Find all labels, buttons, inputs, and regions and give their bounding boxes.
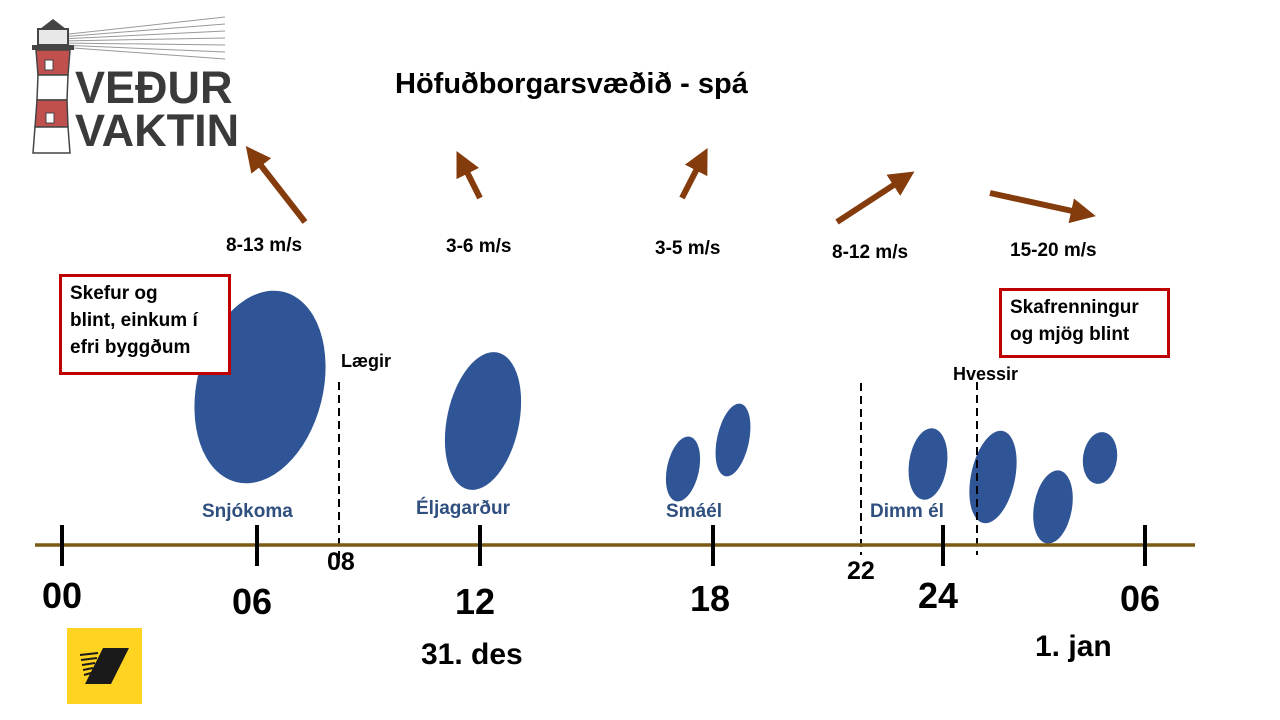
wind-arrow-1 <box>245 146 308 224</box>
hour-label-06: 06 <box>232 581 273 622</box>
calms-label: Lægir <box>341 351 392 371</box>
wind-speed-2: 3-6 m/s <box>446 236 512 257</box>
note-right-line-2: og mjög blint <box>1010 324 1130 345</box>
hour-label-00: 00 <box>42 575 83 616</box>
wind-arrow-4 <box>835 171 915 225</box>
wind-speed-4: 8-12 m/s <box>832 242 909 263</box>
dense-shower-blob-1 <box>908 428 948 500</box>
condition-dense-showers: Dimm él <box>870 501 944 522</box>
small-shower-blob-2 <box>715 403 751 477</box>
small-shower-blob-1 <box>665 436 701 502</box>
note-box-right: Skafrenningur og mjög blint <box>999 288 1170 358</box>
strengthens-label: Hvessir <box>953 364 1019 384</box>
vedurvaktin-logo: VEÐUR VAKTIN <box>20 15 239 165</box>
dense-shower-blob-3 <box>1033 470 1073 544</box>
logo-line-1: VEÐUR <box>75 62 233 113</box>
wind-arrow-3 <box>679 148 708 200</box>
wind-arrow-5 <box>989 190 1096 224</box>
wind-speed-1: 8-13 m/s <box>226 235 303 256</box>
date-label-dec31: 31. des <box>421 638 523 671</box>
minor-label-22: 22 <box>847 557 875 585</box>
wind-speed-3: 3-5 m/s <box>655 238 721 259</box>
hour-label-06-next: 06 <box>1120 578 1161 619</box>
wind-arrow-2 <box>456 150 483 200</box>
page-title: Höfuðborgarsvæðið - spá <box>395 68 748 100</box>
sponsor-mark-icon <box>79 648 129 684</box>
hour-label-12: 12 <box>455 581 496 622</box>
date-label-jan1: 1. jan <box>1035 630 1112 663</box>
condition-snow: Snjókoma <box>202 501 293 522</box>
condition-small-showers: Smáél <box>666 501 722 522</box>
dense-shower-blob-2 <box>969 430 1017 524</box>
shower-blob <box>444 352 522 490</box>
dense-shower-blob-4 <box>1082 432 1118 484</box>
logo-line-2: VAKTIN <box>75 105 240 156</box>
wind-speed-5: 15-20 m/s <box>1010 240 1097 261</box>
hour-label-18: 18 <box>690 578 731 619</box>
note-left-line-3: efri byggðum <box>70 337 191 358</box>
note-right-line-1: Skafrenningur <box>1010 297 1139 318</box>
note-left-line-1: Skefur og <box>70 283 158 304</box>
note-left-line-2: blint, einkum í <box>70 310 198 331</box>
lighthouse-icon <box>32 16 226 154</box>
minor-label-08: 08 <box>327 548 355 576</box>
hour-label-24: 24 <box>918 575 959 616</box>
sponsor-logo <box>67 628 142 704</box>
condition-showers: Éljagarður <box>416 498 510 519</box>
note-box-left: Skefur og blint, einkum í efri byggðum <box>59 274 231 375</box>
